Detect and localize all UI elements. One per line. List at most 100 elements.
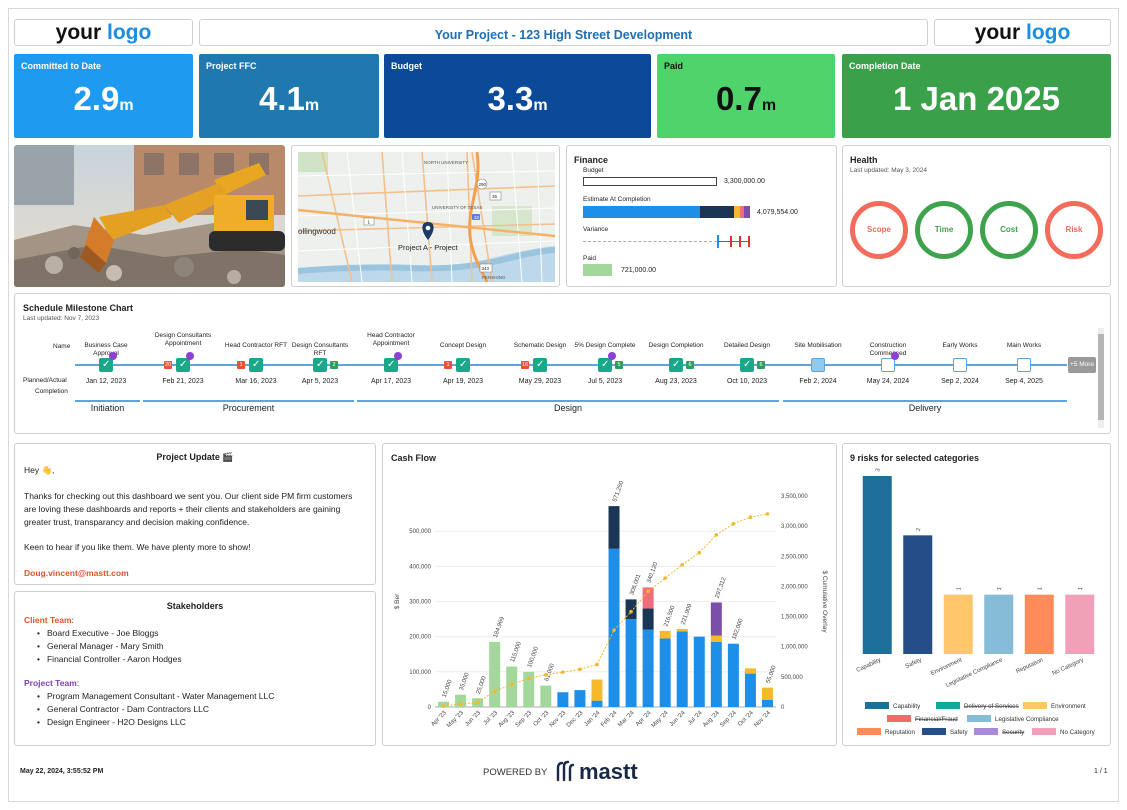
milestone-count-badge[interactable]: 5 bbox=[615, 361, 623, 369]
legend-label[interactable]: Reputation bbox=[885, 729, 915, 736]
more-milestones-button[interactable]: +5 More bbox=[1068, 357, 1096, 373]
location-map[interactable]: 32 290 35 343 1 NORTH UNIVERSITY UNIVERS… bbox=[291, 145, 560, 287]
cumulative-point[interactable] bbox=[595, 662, 599, 667]
risk-bar[interactable] bbox=[903, 535, 933, 654]
cashflow-bar-paid[interactable] bbox=[625, 619, 637, 707]
milestone-marker[interactable]: ✓ bbox=[99, 358, 113, 372]
milestone-delay-badge[interactable]: 20 bbox=[164, 361, 172, 369]
map-pin-icon[interactable] bbox=[422, 222, 434, 240]
milestone-marker[interactable] bbox=[881, 358, 895, 372]
cashflow-bar-approved[interactable] bbox=[744, 668, 756, 674]
health-indicator-cost[interactable]: Cost bbox=[980, 201, 1038, 259]
cashflow-bar-variation[interactable] bbox=[710, 602, 722, 636]
milestone-marker[interactable] bbox=[953, 358, 967, 372]
cumulative-point[interactable] bbox=[492, 689, 497, 694]
legend-label[interactable]: Environment bbox=[1051, 703, 1086, 710]
risk-bar[interactable] bbox=[862, 476, 892, 654]
health-indicator-risk[interactable]: Risk bbox=[1045, 201, 1103, 259]
cashflow-bar-committed[interactable] bbox=[642, 608, 654, 630]
legend-swatch[interactable] bbox=[857, 728, 881, 735]
cumulative-point[interactable] bbox=[612, 628, 616, 632]
cumulative-point[interactable] bbox=[714, 533, 719, 537]
map-canvas[interactable]: 32 290 35 343 1 NORTH UNIVERSITY UNIVERS… bbox=[292, 146, 560, 287]
milestone-delay-badge[interactable]: 1 bbox=[237, 361, 245, 369]
cumulative-point[interactable] bbox=[629, 609, 633, 614]
legend-swatch[interactable] bbox=[1023, 702, 1047, 709]
cashflow-bar-paid[interactable] bbox=[642, 629, 654, 707]
legend-label[interactable]: Legislative Compliance bbox=[995, 716, 1059, 723]
cashflow-bar-paid[interactable] bbox=[727, 643, 739, 707]
cumulative-point[interactable] bbox=[663, 576, 667, 580]
cashflow-bar-paid[interactable] bbox=[659, 638, 671, 707]
risk-bar[interactable] bbox=[943, 594, 973, 654]
milestone-note-badge-icon[interactable] bbox=[608, 352, 616, 360]
cashflow-bar-pending[interactable] bbox=[642, 587, 654, 609]
cumulative-point[interactable] bbox=[697, 550, 702, 555]
milestone-marker[interactable]: ✓ bbox=[456, 358, 470, 372]
milestone-note-badge-icon[interactable] bbox=[109, 352, 117, 360]
cumulative-point[interactable] bbox=[544, 672, 548, 677]
risk-bar[interactable] bbox=[1065, 594, 1095, 654]
cumulative-point[interactable] bbox=[748, 515, 753, 520]
legend-label[interactable]: Delivery of Services bbox=[964, 703, 1019, 710]
milestone-marker[interactable]: ✓ bbox=[176, 358, 190, 372]
cashflow-bar-forecast[interactable] bbox=[506, 666, 518, 707]
milestone-marker[interactable]: ✓ bbox=[533, 358, 547, 372]
cumulative-point[interactable] bbox=[578, 667, 582, 672]
cumulative-point[interactable] bbox=[509, 682, 514, 687]
milestone-marker[interactable]: ✓ bbox=[669, 358, 683, 372]
legend-label[interactable]: Financial/Fraud bbox=[915, 716, 958, 723]
milestone-marker[interactable]: ✓ bbox=[313, 358, 327, 372]
cashflow-bar-committed[interactable] bbox=[608, 506, 620, 549]
milestone-marker[interactable]: ✓ bbox=[598, 358, 612, 372]
cashflow-bar-paid[interactable] bbox=[557, 692, 569, 707]
cashflow-bar-approved[interactable] bbox=[676, 628, 688, 632]
cashflow-bar-approved[interactable] bbox=[591, 679, 603, 701]
cashflow-bar-approved[interactable] bbox=[659, 630, 671, 639]
cashflow-bar-paid[interactable] bbox=[574, 690, 586, 707]
cumulative-point[interactable] bbox=[458, 702, 463, 706]
cashflow-bar-committed[interactable] bbox=[625, 599, 637, 620]
cumulative-point[interactable] bbox=[441, 704, 446, 708]
milestone-count-badge[interactable]: 2 bbox=[330, 361, 338, 369]
legend-label[interactable]: Safety bbox=[950, 729, 968, 736]
legend-label[interactable]: Security bbox=[1002, 729, 1025, 736]
cumulative-point[interactable] bbox=[646, 589, 650, 593]
cashflow-bar-forecast[interactable] bbox=[523, 671, 535, 707]
legend-label[interactable]: Capability bbox=[893, 703, 921, 710]
update-email-link[interactable]: Doug.vincent@mastt.com bbox=[24, 568, 129, 578]
cashflow-bar-paid[interactable] bbox=[676, 631, 688, 707]
milestone-marker[interactable]: ✓ bbox=[384, 358, 398, 372]
legend-label[interactable]: No Category bbox=[1060, 729, 1096, 736]
cashflow-bar-paid[interactable] bbox=[744, 673, 756, 707]
milestone-marker[interactable] bbox=[811, 358, 825, 372]
milestone-note-badge-icon[interactable] bbox=[891, 352, 899, 360]
cumulative-point[interactable] bbox=[680, 562, 685, 567]
legend-swatch[interactable] bbox=[974, 728, 998, 735]
health-indicator-scope[interactable]: Scope bbox=[850, 201, 908, 259]
milestone-note-badge-icon[interactable] bbox=[394, 352, 402, 360]
legend-swatch[interactable] bbox=[967, 715, 991, 722]
legend-swatch[interactable] bbox=[887, 715, 911, 722]
scrollbar-thumb[interactable] bbox=[1098, 334, 1104, 420]
cumulative-point[interactable] bbox=[765, 512, 770, 516]
cashflow-bar-paid[interactable] bbox=[693, 636, 705, 707]
cashflow-bar-paid[interactable] bbox=[761, 699, 773, 707]
legend-swatch[interactable] bbox=[1032, 728, 1056, 735]
legend-swatch[interactable] bbox=[936, 702, 960, 709]
milestone-marker[interactable]: ✓ bbox=[740, 358, 754, 372]
cashflow-bar-forecast[interactable] bbox=[489, 641, 501, 707]
schedule-scrollbar[interactable] bbox=[1098, 328, 1104, 428]
milestone-delay-badge[interactable]: 16 bbox=[521, 361, 529, 369]
risk-bar[interactable] bbox=[1024, 594, 1054, 654]
legend-swatch[interactable] bbox=[922, 728, 946, 735]
milestone-count-badge[interactable]: 6 bbox=[686, 361, 694, 369]
cashflow-bar-forecast[interactable] bbox=[540, 685, 552, 707]
cashflow-bar-forecast[interactable] bbox=[455, 694, 467, 707]
risk-bar[interactable] bbox=[984, 594, 1014, 654]
legend-swatch[interactable] bbox=[865, 702, 889, 709]
health-indicator-time[interactable]: Time bbox=[915, 201, 973, 259]
milestone-count-badge[interactable]: 6 bbox=[757, 361, 765, 369]
milestone-note-badge-icon[interactable] bbox=[186, 352, 194, 360]
cashflow-bar-paid[interactable] bbox=[710, 641, 722, 707]
